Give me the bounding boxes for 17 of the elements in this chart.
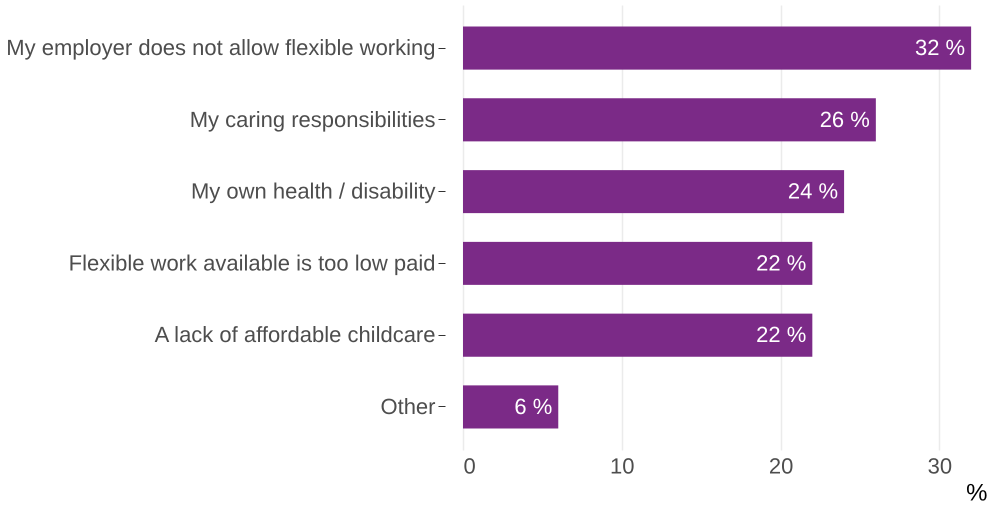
- y-tick-label: My caring responsibilities: [190, 106, 436, 132]
- y-tick-label: A lack of affordable childcare: [154, 322, 436, 348]
- x-tick-label: 20: [768, 454, 794, 478]
- data-label: 24 %: [788, 178, 838, 204]
- x-tick-label: 30: [928, 454, 952, 478]
- data-label: 26 %: [820, 106, 870, 132]
- data-label: 6 %: [514, 394, 552, 419]
- y-tick-label: My own health / disability: [190, 178, 436, 204]
- x-tick-label: 0: [464, 454, 476, 478]
- y-tick-label: My employer does not allow flexible working: [6, 35, 436, 60]
- x-axis-title: %: [966, 480, 987, 506]
- x-tick-label: 10: [610, 454, 635, 478]
- y-tick-label: Flexible work available is too low paid: [68, 250, 436, 276]
- data-label: 32 %: [914, 35, 966, 60]
- data-label: 22 %: [756, 322, 806, 348]
- y-tick-label: Other: [380, 394, 436, 419]
- data-label: 22 %: [756, 250, 806, 276]
